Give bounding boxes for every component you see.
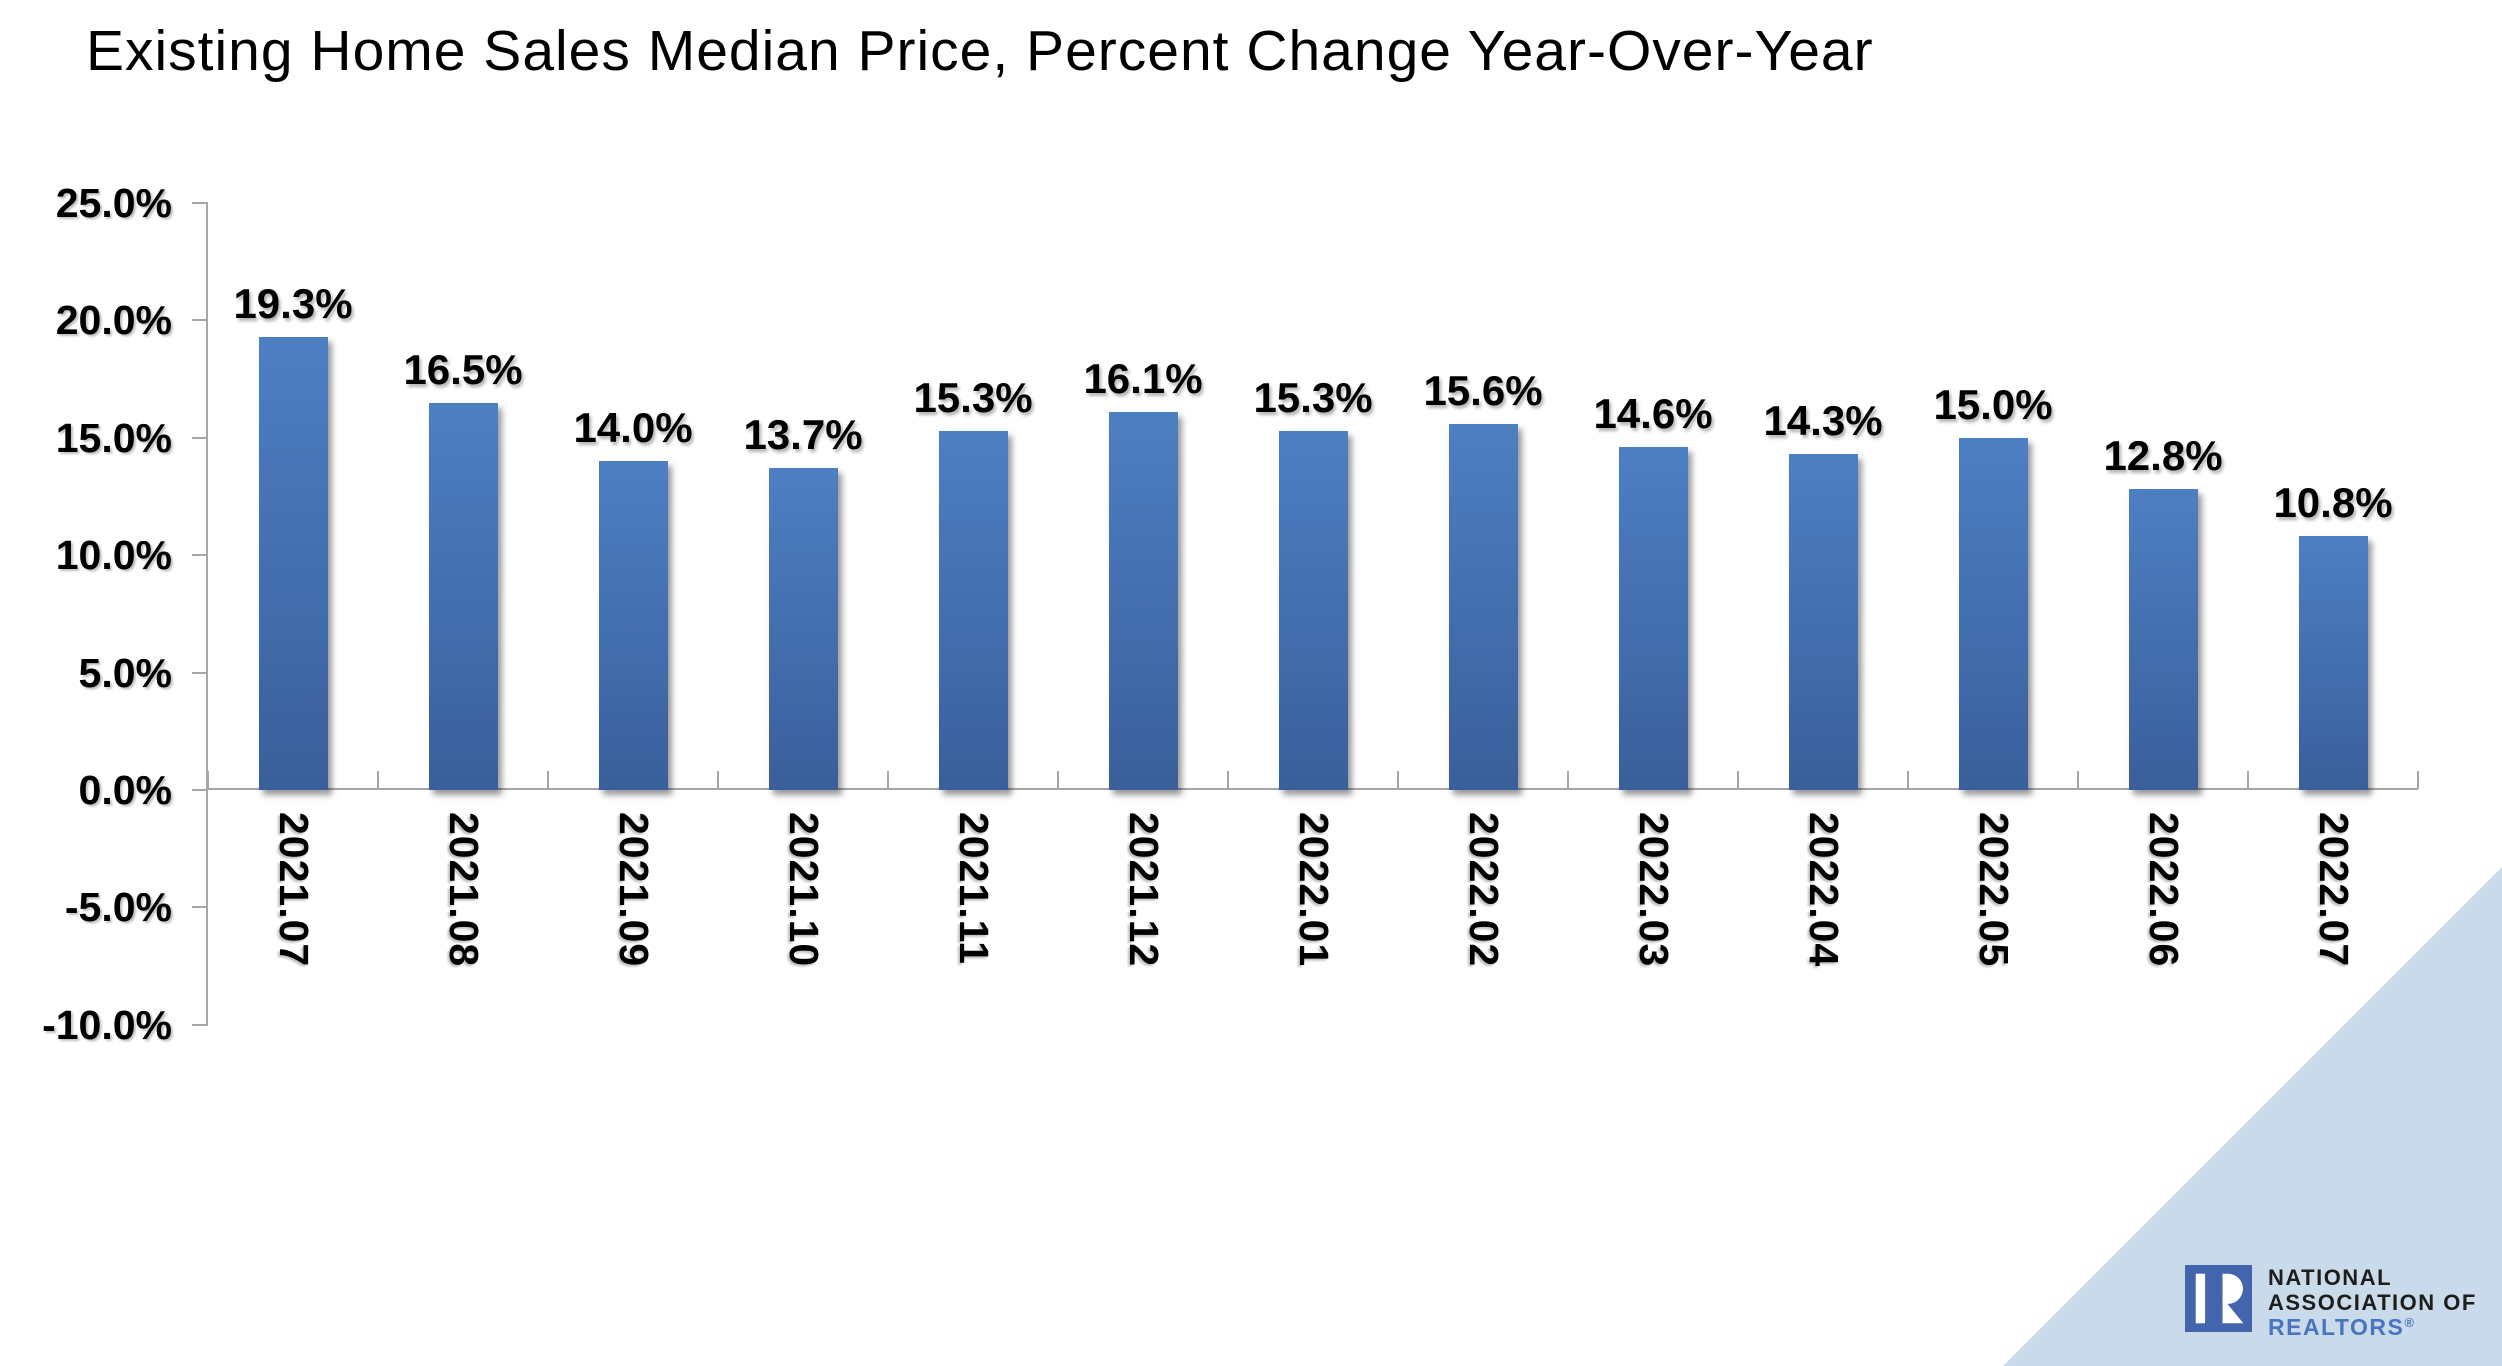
x-axis-tick bbox=[1567, 771, 1569, 789]
y-axis-tick-label: -5.0% bbox=[64, 884, 172, 931]
x-axis-category-label: 2022.05 bbox=[1971, 812, 2017, 968]
x-axis-category-label: 2022.06 bbox=[2141, 812, 2187, 968]
bar-value-label: 19.3% bbox=[233, 279, 353, 327]
bar-value-label: 15.0% bbox=[1933, 380, 2053, 428]
chart-title: Existing Home Sales Median Price, Percen… bbox=[86, 19, 1874, 83]
bar-value-label: 14.0% bbox=[573, 404, 693, 452]
bar bbox=[2128, 489, 2198, 790]
y-axis-tick bbox=[192, 789, 208, 791]
y-axis-tick bbox=[192, 436, 208, 439]
y-axis-tick bbox=[192, 319, 208, 322]
bar bbox=[428, 402, 498, 790]
bar-value-label: 15.6% bbox=[1423, 366, 1543, 414]
x-axis-category-label: 2021.10 bbox=[781, 812, 827, 968]
x-axis-category-label: 2021.12 bbox=[1121, 812, 1167, 968]
bar-value-label: 15.3% bbox=[913, 373, 1033, 421]
y-axis-tick bbox=[192, 202, 208, 204]
bar-value-label: 14.3% bbox=[1763, 397, 1883, 445]
bar-value-label: 16.5% bbox=[403, 345, 523, 393]
x-axis-tick bbox=[2247, 771, 2249, 789]
x-axis-category-label: 2022.03 bbox=[1631, 812, 1677, 968]
bar bbox=[1278, 430, 1348, 790]
x-axis-category-label: 2022.04 bbox=[1801, 812, 1847, 968]
nar-logo: NATIONAL ASSOCIATION OF REALTORS® bbox=[2185, 1265, 2477, 1343]
x-axis-tick bbox=[547, 771, 549, 789]
bar bbox=[1618, 447, 1688, 790]
y-axis-tick-label: 20.0% bbox=[55, 297, 172, 344]
x-axis-tick bbox=[1737, 771, 1739, 789]
bar-value-label: 13.7% bbox=[743, 411, 863, 459]
logo-text-line2: ASSOCIATION OF bbox=[2268, 1290, 2477, 1315]
x-axis-category-label: 2021.07 bbox=[271, 812, 317, 968]
x-axis-tick bbox=[717, 771, 719, 789]
x-axis-category-label: 2022.01 bbox=[1291, 812, 1337, 968]
y-axis-tick-label: 5.0% bbox=[78, 649, 172, 696]
y-axis-tick-label: -10.0% bbox=[42, 1001, 172, 1048]
bar bbox=[1788, 454, 1858, 790]
nar-logo-text: NATIONAL ASSOCIATION OF REALTORS® bbox=[2268, 1265, 2477, 1343]
x-axis-tick bbox=[2417, 771, 2419, 789]
logo-text-line3: REALTORS® bbox=[2268, 1315, 2477, 1343]
x-axis-category-label: 2022.07 bbox=[2311, 812, 2357, 968]
y-axis-tick bbox=[192, 906, 208, 909]
x-axis-category-label: 2021.08 bbox=[441, 812, 487, 968]
y-axis-tick bbox=[192, 1023, 208, 1026]
x-axis-tick bbox=[1397, 771, 1399, 789]
x-axis-category-label: 2021.11 bbox=[951, 812, 997, 965]
bar-value-label: 16.1% bbox=[1083, 354, 1203, 402]
bar-value-label: 10.8% bbox=[2273, 479, 2393, 527]
bar-value-label: 14.6% bbox=[1593, 390, 1713, 438]
x-axis-tick bbox=[1057, 771, 1059, 789]
bar-value-label: 15.3% bbox=[1253, 373, 1373, 421]
bar bbox=[598, 461, 668, 790]
bar bbox=[1108, 411, 1178, 790]
x-axis-category-label: 2021.09 bbox=[611, 812, 657, 968]
y-axis-tick-label: 15.0% bbox=[55, 414, 172, 461]
bar-value-label: 12.8% bbox=[2103, 432, 2223, 480]
y-axis-tick-label: 25.0% bbox=[55, 180, 172, 226]
x-axis-tick bbox=[1227, 771, 1229, 789]
x-axis-tick bbox=[2077, 771, 2079, 789]
bar bbox=[938, 430, 1008, 790]
nar-block-r-icon bbox=[2185, 1265, 2252, 1332]
bar bbox=[2298, 536, 2368, 790]
x-axis-tick bbox=[207, 771, 209, 789]
bar bbox=[768, 468, 838, 790]
x-axis-tick bbox=[377, 771, 379, 789]
y-axis-tick-label: 10.0% bbox=[55, 532, 172, 579]
logo-text-line1: NATIONAL bbox=[2268, 1265, 2393, 1290]
bar bbox=[1448, 423, 1518, 790]
bar bbox=[258, 336, 328, 790]
bar bbox=[1958, 437, 2028, 790]
y-axis-tick bbox=[192, 671, 208, 674]
y-axis-line bbox=[206, 203, 208, 1025]
y-axis-tick bbox=[192, 554, 208, 557]
x-axis-category-label: 2022.02 bbox=[1461, 812, 1507, 968]
y-axis-tick-label: 0.0% bbox=[78, 767, 172, 813]
x-axis-tick bbox=[887, 771, 889, 789]
realtors-label: REALTORS bbox=[2268, 1314, 2405, 1340]
x-axis-tick bbox=[1907, 771, 1909, 789]
registered-trademark-symbol: ® bbox=[2404, 1315, 2414, 1330]
